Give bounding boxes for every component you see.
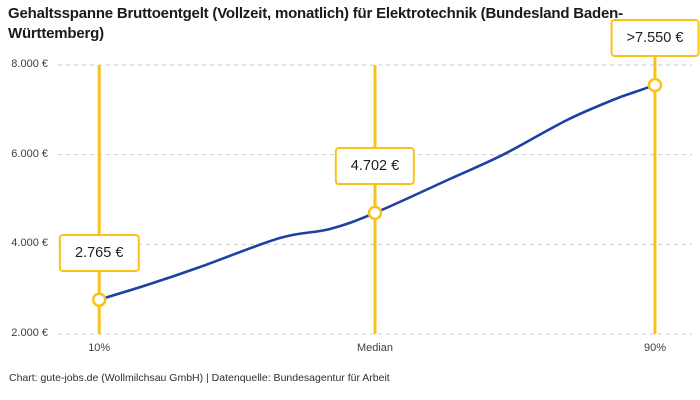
x-axis-label: 90% xyxy=(643,342,666,354)
value-label: 4.702 € xyxy=(334,146,416,185)
x-axis-label: 10% xyxy=(88,342,111,354)
x-axis-label: Median xyxy=(356,342,394,354)
chart-source-caption: Chart: gute-jobs.de (Wollmilchsau GmbH) … xyxy=(9,372,390,384)
y-axis-label: 4.000 € xyxy=(11,237,48,250)
data-point-marker xyxy=(647,77,663,93)
chart-title: Gehaltsspanne Bruttoentgelt (Vollzeit, m… xyxy=(8,5,623,42)
value-label: 2.765 € xyxy=(59,233,140,272)
value-label: >7.550 € xyxy=(610,19,700,58)
y-axis-label: 2.000 € xyxy=(11,327,48,339)
salary-trend-line xyxy=(97,83,657,301)
y-axis-label: 8.000 € xyxy=(11,58,48,70)
data-point-marker xyxy=(91,292,107,307)
data-point-marker xyxy=(367,205,383,221)
y-axis-label: 6.000 € xyxy=(11,147,48,160)
